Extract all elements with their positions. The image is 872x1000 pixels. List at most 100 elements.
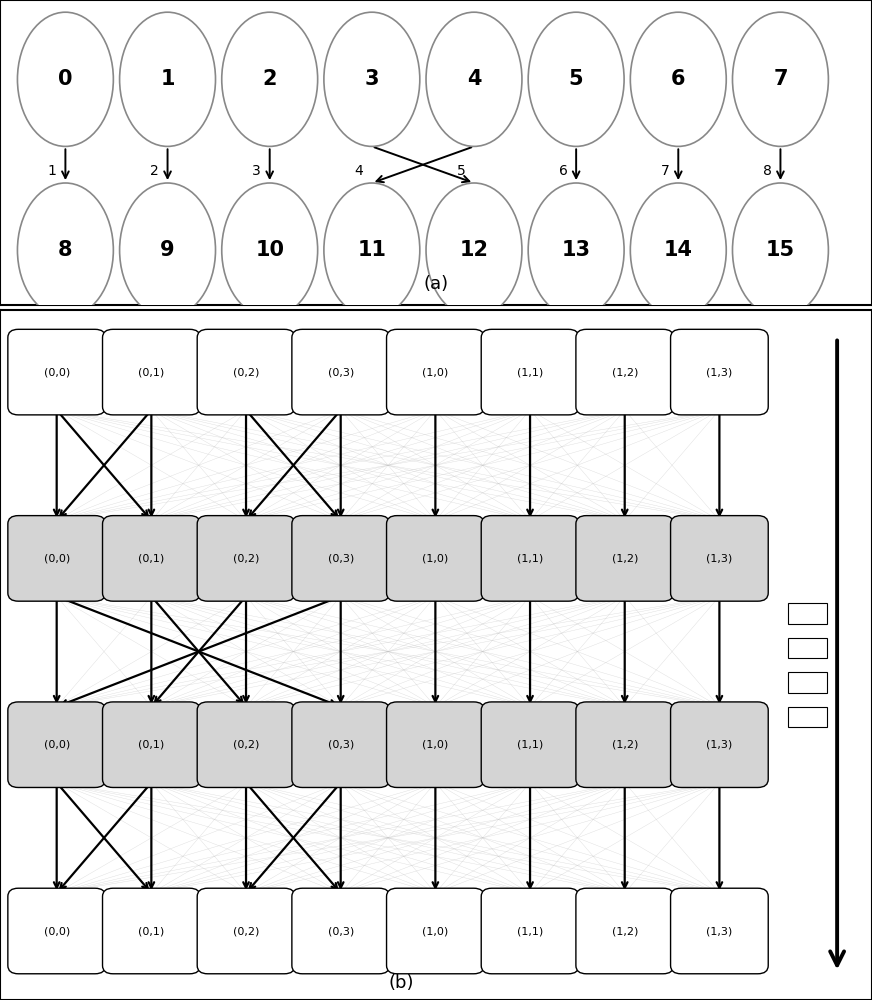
Text: (1,1): (1,1) — [517, 553, 543, 563]
FancyBboxPatch shape — [481, 516, 579, 601]
Text: 3: 3 — [364, 69, 379, 89]
Ellipse shape — [324, 12, 419, 146]
FancyBboxPatch shape — [386, 516, 484, 601]
Text: 9: 9 — [160, 240, 175, 260]
Text: 0: 0 — [58, 69, 72, 89]
FancyBboxPatch shape — [671, 516, 768, 601]
Text: 6: 6 — [671, 69, 685, 89]
Text: (0,0): (0,0) — [44, 367, 70, 377]
Text: 10: 10 — [255, 240, 284, 260]
Text: (0,1): (0,1) — [139, 926, 165, 936]
FancyBboxPatch shape — [197, 702, 295, 787]
FancyBboxPatch shape — [292, 888, 390, 974]
Text: 12: 12 — [460, 240, 488, 260]
FancyBboxPatch shape — [103, 702, 201, 787]
Text: 11: 11 — [358, 240, 386, 260]
Text: (0,2): (0,2) — [233, 553, 259, 563]
FancyBboxPatch shape — [292, 516, 390, 601]
FancyBboxPatch shape — [386, 329, 484, 415]
Ellipse shape — [17, 12, 113, 146]
Ellipse shape — [426, 183, 522, 317]
FancyBboxPatch shape — [197, 516, 295, 601]
FancyBboxPatch shape — [103, 329, 201, 415]
Text: (1,2): (1,2) — [611, 926, 638, 936]
Text: 2: 2 — [150, 164, 159, 178]
Text: (a): (a) — [424, 275, 448, 293]
Text: (1,2): (1,2) — [611, 553, 638, 563]
Text: 7: 7 — [661, 164, 670, 178]
Text: 5: 5 — [457, 164, 466, 178]
FancyBboxPatch shape — [197, 329, 295, 415]
FancyBboxPatch shape — [788, 672, 827, 693]
Text: (1,3): (1,3) — [706, 926, 732, 936]
Text: (0,2): (0,2) — [233, 926, 259, 936]
Text: (0,3): (0,3) — [328, 926, 354, 936]
FancyBboxPatch shape — [292, 329, 390, 415]
Text: 13: 13 — [562, 240, 590, 260]
Ellipse shape — [426, 12, 522, 146]
Text: (0,0): (0,0) — [44, 740, 70, 750]
Text: 4: 4 — [467, 69, 481, 89]
Text: (0,2): (0,2) — [233, 367, 259, 377]
Ellipse shape — [528, 183, 624, 317]
Text: (0,3): (0,3) — [328, 740, 354, 750]
Ellipse shape — [324, 183, 419, 317]
FancyBboxPatch shape — [103, 888, 201, 974]
Text: (1,1): (1,1) — [517, 740, 543, 750]
Text: 4: 4 — [354, 164, 363, 178]
FancyBboxPatch shape — [671, 702, 768, 787]
Ellipse shape — [630, 183, 726, 317]
Text: (0,0): (0,0) — [44, 926, 70, 936]
Text: (0,3): (0,3) — [328, 553, 354, 563]
FancyBboxPatch shape — [788, 638, 827, 658]
FancyBboxPatch shape — [386, 888, 484, 974]
FancyBboxPatch shape — [481, 329, 579, 415]
FancyBboxPatch shape — [292, 702, 390, 787]
Text: (1,2): (1,2) — [611, 367, 638, 377]
Text: (1,0): (1,0) — [422, 553, 448, 563]
Text: (1,1): (1,1) — [517, 926, 543, 936]
FancyBboxPatch shape — [576, 888, 673, 974]
Text: 6: 6 — [559, 164, 568, 178]
Text: 5: 5 — [569, 69, 583, 89]
Text: 1: 1 — [48, 164, 57, 178]
FancyBboxPatch shape — [576, 329, 673, 415]
Ellipse shape — [732, 183, 828, 317]
Text: 3: 3 — [252, 164, 261, 178]
Text: (0,1): (0,1) — [139, 740, 165, 750]
Text: 14: 14 — [664, 240, 692, 260]
Text: (1,1): (1,1) — [517, 367, 543, 377]
Text: (0,1): (0,1) — [139, 553, 165, 563]
FancyBboxPatch shape — [386, 702, 484, 787]
FancyBboxPatch shape — [103, 516, 201, 601]
Text: 15: 15 — [766, 240, 795, 260]
Text: (1,2): (1,2) — [611, 740, 638, 750]
Text: 7: 7 — [773, 69, 787, 89]
Ellipse shape — [17, 183, 113, 317]
Ellipse shape — [528, 12, 624, 146]
Ellipse shape — [119, 12, 215, 146]
Text: (0,3): (0,3) — [328, 367, 354, 377]
Text: (1,0): (1,0) — [422, 367, 448, 377]
Ellipse shape — [630, 12, 726, 146]
Text: (0,0): (0,0) — [44, 553, 70, 563]
FancyBboxPatch shape — [788, 603, 827, 624]
Text: (1,0): (1,0) — [422, 926, 448, 936]
Text: (b): (b) — [388, 974, 414, 992]
Ellipse shape — [221, 12, 317, 146]
FancyBboxPatch shape — [671, 888, 768, 974]
Text: 8: 8 — [58, 240, 72, 260]
Text: 8: 8 — [763, 164, 772, 178]
FancyBboxPatch shape — [788, 707, 827, 727]
FancyBboxPatch shape — [8, 329, 106, 415]
Ellipse shape — [119, 183, 215, 317]
Ellipse shape — [221, 183, 317, 317]
FancyBboxPatch shape — [8, 516, 106, 601]
FancyBboxPatch shape — [576, 516, 673, 601]
Text: (0,1): (0,1) — [139, 367, 165, 377]
Text: (1,3): (1,3) — [706, 740, 732, 750]
Text: (0,2): (0,2) — [233, 740, 259, 750]
FancyBboxPatch shape — [671, 329, 768, 415]
Text: 1: 1 — [160, 69, 174, 89]
Text: (1,0): (1,0) — [422, 740, 448, 750]
